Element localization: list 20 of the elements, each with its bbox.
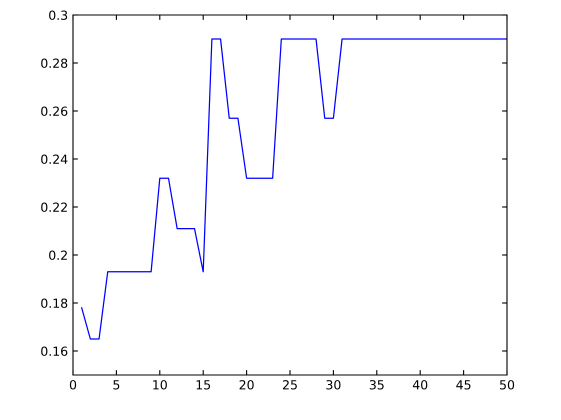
line-series [81, 38, 507, 340]
x-tick-label: 35 [370, 380, 384, 390]
y-tick-label: 0.18 [41, 298, 68, 308]
y-tick-label: 0.16 [41, 346, 68, 356]
x-tick-label: 0 [70, 380, 76, 390]
x-tick-label: 45 [456, 380, 470, 390]
x-tick-label: 10 [153, 380, 167, 390]
x-tick-label: 40 [412, 380, 428, 390]
x-tick-label: 15 [196, 380, 210, 390]
y-tick-label: 0.24 [41, 154, 68, 164]
x-tick-label: 50 [500, 380, 514, 390]
x-tick-label: 20 [240, 380, 254, 390]
y-tick-label: 0.2 [49, 250, 67, 260]
x-tick-label: 5 [113, 380, 120, 390]
x-tick-label: 25 [282, 380, 297, 390]
x-tick-label: 30 [326, 380, 341, 390]
y-tick-label: 0.22 [41, 202, 67, 212]
y-tick-label: 0.28 [41, 58, 68, 68]
y-tick-label: 0.3 [49, 10, 68, 20]
y-tick-label: 0.26 [41, 106, 68, 116]
